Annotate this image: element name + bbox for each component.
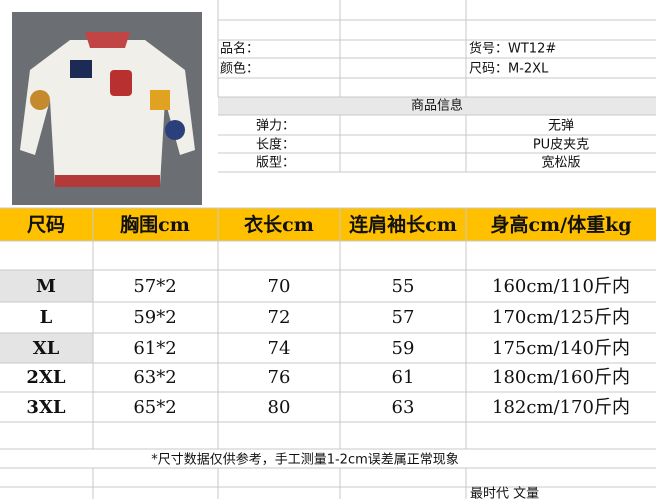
row-shade — [0, 270, 93, 302]
column-header: 身高cm/体重kg — [490, 213, 631, 236]
item-number: 货号：WT12# — [469, 41, 556, 57]
table-cell: 63*2 — [133, 367, 176, 388]
size-cell: M — [36, 276, 56, 297]
note: *尺寸数据仅供参考，手工测量1-2cm误差属正常现象 — [151, 452, 459, 468]
table-cell: 57 — [392, 307, 415, 328]
size-cell: 3XL — [26, 397, 65, 418]
info-value: PU皮夹克 — [533, 138, 589, 153]
color-label: 颜色： — [220, 61, 259, 77]
info-value: 宽松版 — [541, 155, 580, 171]
column-header: 尺码 — [27, 214, 65, 236]
column-header: 胸围cm — [120, 213, 190, 236]
table-cell: 74 — [268, 338, 291, 359]
table-cell: 80 — [268, 397, 291, 418]
header-fill — [0, 208, 218, 241]
header-fill — [218, 208, 656, 241]
column-header: 连肩袖长cm — [349, 213, 457, 236]
table-cell: 57*2 — [133, 276, 176, 297]
name-label: 品名： — [220, 41, 259, 57]
info-value: 无弹 — [548, 119, 574, 134]
table-cell: 76 — [268, 367, 291, 388]
table-cell: 61*2 — [133, 338, 176, 359]
table-cell: 182cm/170斤内 — [492, 397, 630, 418]
table-cell: 170cm/125斤内 — [492, 307, 630, 328]
footer: 最时代 文量 — [470, 487, 539, 499]
table-cell: 180cm/160斤内 — [492, 367, 630, 388]
row-shade — [0, 333, 93, 363]
info-label: 版型： — [256, 156, 295, 171]
table-cell: 175cm/140斤内 — [492, 338, 630, 359]
info-label: 弹力： — [256, 119, 295, 134]
table-cell: 61 — [392, 367, 415, 388]
column-header: 衣长cm — [244, 213, 314, 236]
info-title-fill — [218, 97, 656, 115]
size-range: 尺码：M-2XL — [469, 62, 549, 77]
table-cell: 63 — [392, 397, 415, 418]
table-cell: 72 — [268, 307, 291, 328]
table-cell: 65*2 — [133, 397, 176, 418]
table-cell: 55 — [392, 276, 415, 297]
size-cell: L — [40, 307, 53, 328]
info-label: 长度： — [256, 137, 295, 153]
size-cell: XL — [33, 338, 60, 359]
table-cell: 59 — [392, 338, 415, 359]
size-cell: 2XL — [26, 367, 65, 388]
product-photo — [12, 12, 202, 205]
table-cell: 160cm/110斤内 — [492, 276, 630, 297]
info-title: 商品信息 — [411, 98, 463, 114]
table-cell: 70 — [268, 276, 291, 297]
table-cell: 59*2 — [133, 307, 176, 328]
